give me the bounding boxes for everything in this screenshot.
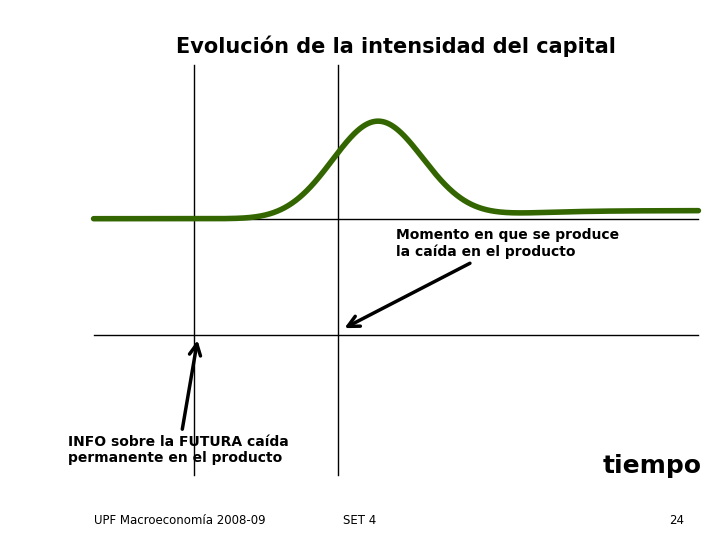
Text: UPF Macroeconomía 2008-09: UPF Macroeconomía 2008-09 bbox=[94, 514, 265, 526]
Text: SET 4: SET 4 bbox=[343, 514, 377, 526]
Text: tiempo: tiempo bbox=[603, 454, 702, 478]
Text: INFO sobre la FUTURA caída
permanente en el producto: INFO sobre la FUTURA caída permanente en… bbox=[68, 344, 289, 465]
Text: Evolución de la intensidad del capital: Evolución de la intensidad del capital bbox=[176, 35, 616, 57]
Text: 24: 24 bbox=[669, 514, 684, 526]
Text: Momento en que se produce
la caída en el producto: Momento en que se produce la caída en el… bbox=[348, 228, 619, 326]
